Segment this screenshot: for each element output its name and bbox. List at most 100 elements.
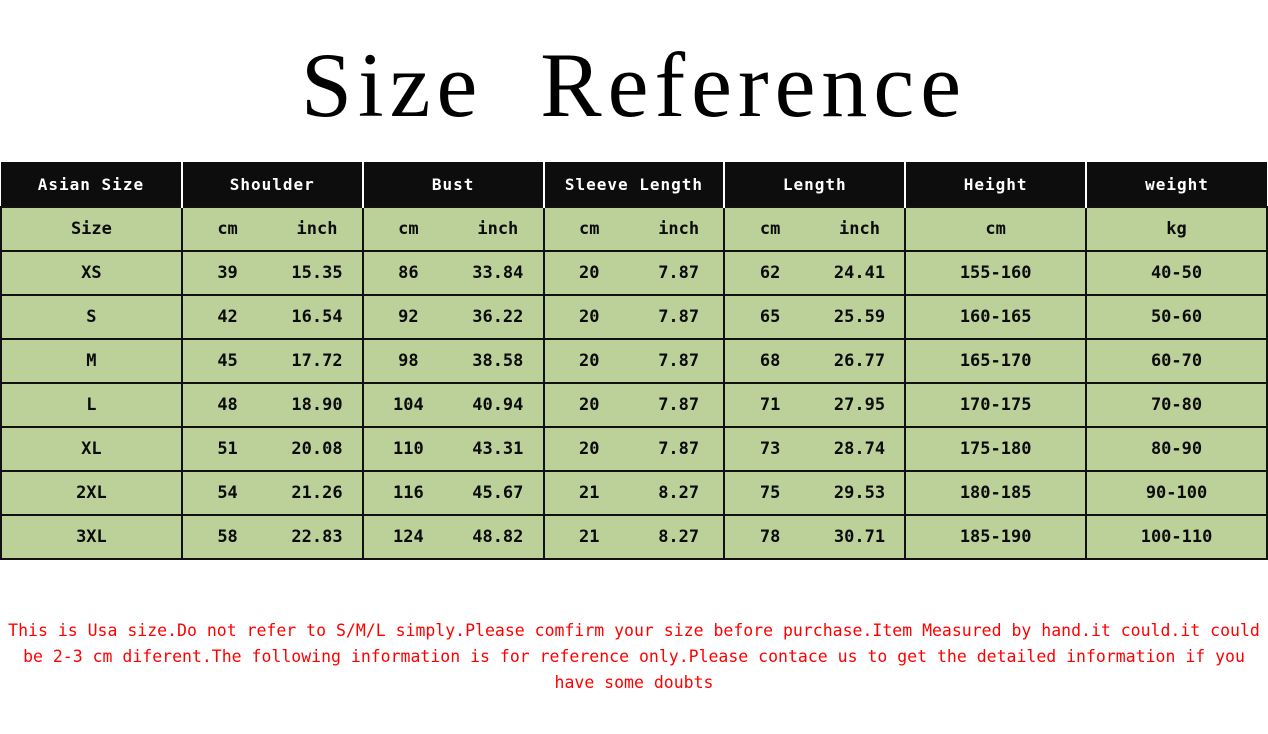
bust-cm-value: 116 <box>393 483 424 503</box>
col-header-bust: Bust <box>362 162 545 207</box>
bust-cm-value: 110 <box>393 439 424 459</box>
length-units-cell: cm inch <box>723 206 907 252</box>
page-title: Size Reference <box>300 34 968 136</box>
length-inch-value: 26.77 <box>833 351 886 371</box>
sleeve-cm-value: 20 <box>579 439 600 459</box>
sleeve-cell: 20 7.87 <box>542 250 726 296</box>
length-inch-value: 28.74 <box>833 439 886 459</box>
length-cell: 62 24.41 <box>723 250 907 296</box>
length-inch-value: 29.53 <box>833 483 886 503</box>
bust-cm-value: 98 <box>398 351 419 371</box>
table-row: XL 51 20.08 110 43.31 20 7.87 73 28.74 175-1… <box>0 426 1268 472</box>
weight-cell: 50-60 <box>1085 294 1268 340</box>
bust-cm-value: 92 <box>398 307 419 327</box>
shoulder-cm-value: 54 <box>217 483 238 503</box>
table-row: XS 39 15.35 86 33.84 20 7.87 62 24.41 155-16… <box>0 250 1268 296</box>
disclaimer-line: This is Usa size.Do not refer to S/M/L s… <box>8 621 1260 640</box>
size-cell: M <box>0 338 183 384</box>
sleeve-cm-value: 20 <box>579 263 600 283</box>
shoulder-cm-value: 45 <box>217 351 238 371</box>
cm-unit-label: cm <box>398 219 419 239</box>
bust-cm-value: 104 <box>393 395 424 415</box>
inch-unit-label: inch <box>658 219 700 239</box>
length-cm-value: 68 <box>759 351 781 371</box>
bust-cell: 98 38.58 <box>361 338 545 384</box>
header-row: Asian Size Shoulder Bust Sleeve Length L… <box>1 162 1267 207</box>
sleeve-inch-value: 8.27 <box>658 527 700 547</box>
height-cell: 160-165 <box>904 294 1088 340</box>
height-cell: 180-185 <box>904 470 1088 516</box>
sleeve-cm-value: 21 <box>579 483 600 503</box>
shoulder-cell: 39 15.35 <box>180 250 364 296</box>
col-header-sleeve-length: Sleeve Length <box>543 162 726 207</box>
bust-cell: 110 43.31 <box>361 426 545 472</box>
shoulder-cm-value: 39 <box>217 263 238 283</box>
sleeve-cell: 20 7.87 <box>542 338 726 384</box>
size-cell: S <box>0 294 183 340</box>
weight-cell: 70-80 <box>1085 382 1268 428</box>
size-table-header: Asian Size Shoulder Bust Sleeve Length L… <box>1 162 1267 207</box>
height-cell: 165-170 <box>904 338 1088 384</box>
bust-cell: 92 36.22 <box>361 294 545 340</box>
shoulder-cell: 45 17.72 <box>180 338 364 384</box>
length-cm-value: 73 <box>759 439 781 459</box>
sleeve-cm-value: 20 <box>579 351 600 371</box>
shoulder-inch-value: 17.72 <box>291 351 343 371</box>
bust-cell: 124 48.82 <box>361 514 545 560</box>
shoulder-inch-value: 16.54 <box>291 307 343 327</box>
sleeve-inch-value: 7.87 <box>658 439 700 459</box>
length-cell: 65 25.59 <box>723 294 907 340</box>
length-cell: 73 28.74 <box>723 426 907 472</box>
bust-inch-value: 38.58 <box>472 351 524 371</box>
length-cell: 75 29.53 <box>723 470 907 516</box>
disclaimer-note: This is Usa size.Do not refer to S/M/L s… <box>0 618 1268 696</box>
shoulder-cell: 54 21.26 <box>180 470 364 516</box>
sleeve-cell: 20 7.87 <box>542 426 726 472</box>
sleeve-inch-value: 8.27 <box>658 483 700 503</box>
col-header-weight: weight <box>1086 162 1267 207</box>
table-row: M 45 17.72 98 38.58 20 7.87 68 26.77 165-170… <box>0 338 1268 384</box>
length-cell: 78 30.71 <box>723 514 907 560</box>
shoulder-inch-value: 18.90 <box>291 395 343 415</box>
col-header-shoulder: Shoulder <box>181 162 364 207</box>
sleeve-cm-value: 20 <box>579 307 600 327</box>
sleeve-cell: 21 8.27 <box>542 514 726 560</box>
bust-cell: 104 40.94 <box>361 382 545 428</box>
weight-cell: 100-110 <box>1085 514 1268 560</box>
sleeve-inch-value: 7.87 <box>658 395 700 415</box>
inch-unit-label: inch <box>296 219 338 239</box>
sleeve-cell: 20 7.87 <box>542 294 726 340</box>
bust-inch-value: 36.22 <box>472 307 524 327</box>
weight-cell: 90-100 <box>1085 470 1268 516</box>
weight-cell: 40-50 <box>1085 250 1268 296</box>
shoulder-cm-value: 42 <box>217 307 238 327</box>
table-row: S 42 16.54 92 36.22 20 7.87 65 25.59 160-165… <box>0 294 1268 340</box>
bust-inch-value: 33.84 <box>472 263 524 283</box>
col-header-asian-size: Asian Size <box>1 162 183 207</box>
sleeve-units-cell: cm inch <box>542 206 726 252</box>
table-row: 2XL 54 21.26 116 45.67 21 8.27 75 29.53 180-… <box>0 470 1268 516</box>
bust-inch-value: 40.94 <box>472 395 524 415</box>
sleeve-inch-value: 7.87 <box>658 263 700 283</box>
cm-unit-label: cm <box>217 219 238 239</box>
bust-cell: 86 33.84 <box>361 250 545 296</box>
size-label-cell: Size <box>0 206 183 252</box>
inch-unit-label: inch <box>477 219 519 239</box>
bust-inch-value: 48.82 <box>472 527 524 547</box>
bust-inch-value: 43.31 <box>472 439 524 459</box>
table-row: L 48 18.90 104 40.94 20 7.87 71 27.95 170-17… <box>0 382 1268 428</box>
shoulder-inch-value: 21.26 <box>291 483 343 503</box>
length-cm-value: 75 <box>759 483 781 503</box>
sleeve-cell: 21 8.27 <box>542 470 726 516</box>
sleeve-inch-value: 7.87 <box>658 307 700 327</box>
length-cm-value: 62 <box>759 263 781 283</box>
bust-cm-value: 124 <box>393 527 424 547</box>
sleeve-cm-value: 21 <box>579 527 600 547</box>
length-cm-value: 71 <box>759 395 781 415</box>
bust-units-cell: cm inch <box>361 206 545 252</box>
weight-cell: 60-70 <box>1085 338 1268 384</box>
disclaimer-line: be 2-3 cm diferent.The following informa… <box>23 647 1245 666</box>
length-inch-value: 25.59 <box>833 307 886 327</box>
length-inch-value: 27.95 <box>833 395 886 415</box>
